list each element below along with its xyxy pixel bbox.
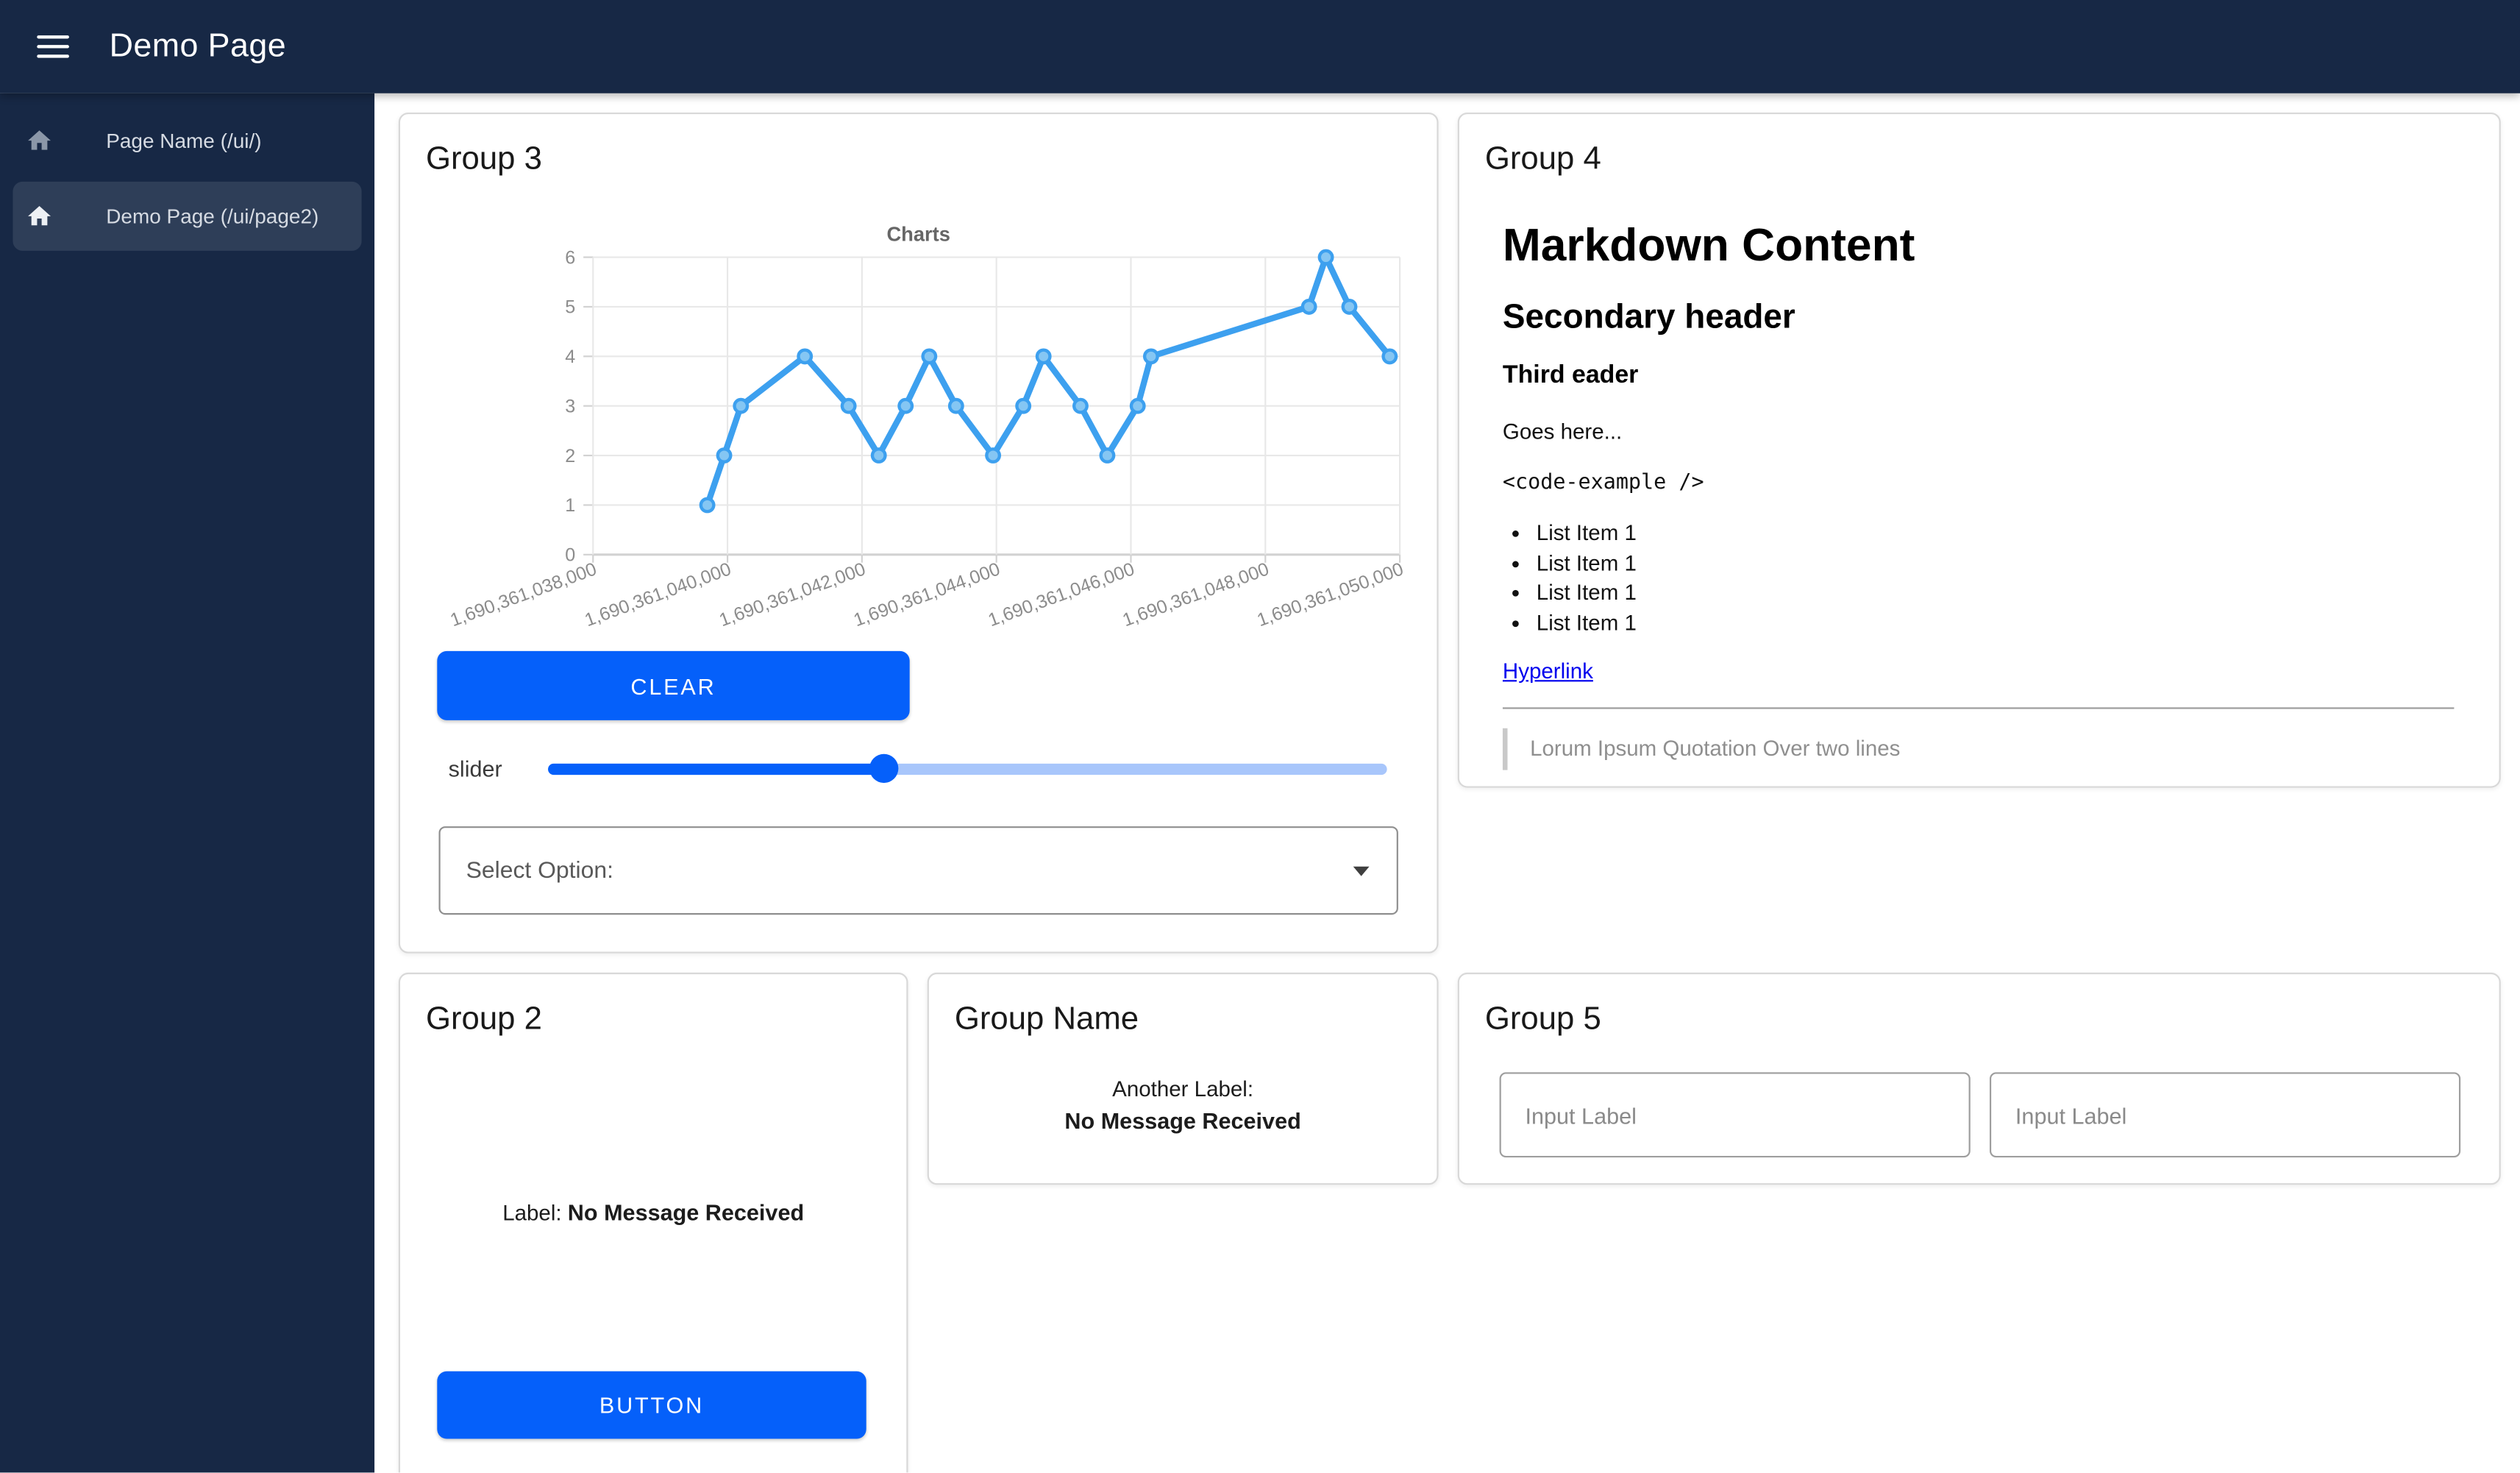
list-item: List Item 1 <box>1537 549 2455 578</box>
list-item: List Item 1 <box>1537 519 2455 549</box>
slider-track[interactable] <box>548 763 1387 775</box>
hamburger-menu-icon[interactable] <box>37 29 69 65</box>
y-axis-label: 4 <box>565 347 575 367</box>
slider-row: slider <box>449 750 1387 786</box>
group4-title: Group 4 <box>1484 141 1601 177</box>
list-item: List Item 1 <box>1537 579 2455 608</box>
chart-point <box>733 397 750 414</box>
y-axis-label: 0 <box>565 545 575 566</box>
clear-button[interactable]: CLEAR <box>437 650 910 720</box>
main-content: Group 3 Charts 0 1 2 3 4 5 6 1,690,361,038,000 1,… <box>374 93 2520 1473</box>
sidebar-nav: Page Name (/ui/) Demo Page (/ui/page2) <box>0 106 374 251</box>
group3-title: Group 3 <box>426 141 542 177</box>
markdown-h2: Secondary header <box>1502 299 1795 336</box>
x-axis-label: 1,690,361,042,000 <box>716 558 868 631</box>
markdown-paragraph: Goes here... <box>1502 419 1623 444</box>
group5-title: Group 5 <box>1484 1001 1601 1037</box>
select-label: Select Option: <box>466 857 613 884</box>
chart-point <box>716 447 733 464</box>
x-axis-label: 1,690,361,040,000 <box>582 558 733 631</box>
y-axis-label: 6 <box>565 247 575 268</box>
slider-thumb[interactable] <box>869 753 898 784</box>
chart-point <box>870 447 887 464</box>
chart-point <box>1015 397 1032 414</box>
home-icon <box>26 127 53 155</box>
chart-point <box>1035 348 1052 365</box>
chart-point <box>897 397 914 414</box>
input-field-1[interactable] <box>1499 1072 1971 1158</box>
sidebar-item-label: Demo Page (/ui/page2) <box>106 204 319 229</box>
x-axis-label: 1,690,361,046,000 <box>986 558 1137 631</box>
y-axis-label: 1 <box>565 495 575 516</box>
markdown-h1: Markdown Content <box>1502 220 1915 272</box>
group2-message-label: Label: No Message Received <box>502 1199 805 1225</box>
group-name-value: No Message Received <box>1064 1107 1301 1134</box>
group-name-message: Another Label: No Message Received <box>929 1077 1437 1133</box>
chart-point <box>1341 298 1358 315</box>
chevron-down-icon <box>1353 865 1370 876</box>
chart-series-line <box>704 254 1393 508</box>
sidebar-item-label: Page Name (/ui/) <box>106 128 262 153</box>
x-axis-label: 1,690,361,050,000 <box>1254 558 1406 631</box>
card-group-name: Group Name Another Label: No Message Rec… <box>927 972 1439 1185</box>
list-item: List Item 1 <box>1537 608 2455 638</box>
chart-title: Charts <box>886 223 950 246</box>
chart-point <box>1142 348 1159 365</box>
blockquote: Lorum Ipsum Quotation Over two lines <box>1502 728 2454 770</box>
slider[interactable] <box>548 750 1387 786</box>
markdown-content: Markdown Content Secondary header Third … <box>1502 220 2455 770</box>
slider-fill <box>548 763 884 775</box>
y-axis-label: 5 <box>565 297 575 318</box>
line-chart: Charts01234561,690,361,038,0001,690,361,… <box>447 223 1406 631</box>
card-group4: Group 4 Markdown Content Secondary heade… <box>1457 112 2501 788</box>
x-axis-label: 1,690,361,038,000 <box>447 558 599 631</box>
chart-point <box>840 397 857 414</box>
markdown-list: List Item 1List Item 1List Item 1List It… <box>1503 519 2454 639</box>
x-axis-label: 1,690,361,048,000 <box>1120 558 1271 631</box>
sidebar-item-page-name[interactable]: Page Name (/ui/) <box>13 106 361 175</box>
chart-point <box>1099 447 1116 464</box>
card-group3: Group 3 Charts 0 1 2 3 4 5 6 1,690,361,038,000 1,… <box>398 112 1439 954</box>
markdown-h3: Third eader <box>1502 361 1639 389</box>
y-axis-label: 3 <box>565 396 575 416</box>
group2-title: Group 2 <box>426 1001 542 1037</box>
group-name-title: Group Name <box>954 1001 1139 1037</box>
group5-inputs <box>1499 1072 2461 1158</box>
slider-label: slider <box>448 755 502 781</box>
home-icon <box>26 202 53 230</box>
chart-point <box>985 447 1002 464</box>
sidebar: Page Name (/ui/) Demo Page (/ui/page2) <box>0 93 375 1473</box>
app-header: Demo Page <box>0 0 2520 93</box>
input-field-2[interactable] <box>1989 1072 2461 1158</box>
card-group2: Group 2 Label: No Message Received BUTTO… <box>398 972 908 1473</box>
hyperlink[interactable]: Hyperlink <box>1502 659 1593 684</box>
card-group5: Group 5 <box>1457 972 2501 1185</box>
group2-message-value: No Message Received <box>567 1199 805 1225</box>
markdown-code: <code-example /> <box>1502 471 1704 495</box>
select-option[interactable]: Select Option: <box>438 826 1398 915</box>
sidebar-item-demo-page[interactable]: Demo Page (/ui/page2) <box>13 181 362 251</box>
chart-point <box>1129 397 1146 414</box>
chart-point <box>797 348 814 365</box>
chart-point <box>1317 249 1334 266</box>
x-axis-label: 1,690,361,044,000 <box>851 558 1003 631</box>
group-name-label: Another Label: <box>1112 1076 1254 1101</box>
divider <box>1502 707 2455 709</box>
chart-point <box>1072 397 1089 414</box>
chart-point <box>699 497 716 514</box>
chart-container: Charts 0 1 2 3 4 5 6 1,690,361,038,000 1,690,361,… <box>426 210 1411 631</box>
app-title: Demo Page <box>109 27 287 65</box>
chart-point <box>1300 298 1317 315</box>
y-axis-label: 2 <box>565 446 575 466</box>
chart-point <box>947 397 964 414</box>
group2-button[interactable]: BUTTON <box>437 1371 866 1439</box>
chart-point <box>921 348 938 365</box>
chart-point <box>1381 348 1398 365</box>
